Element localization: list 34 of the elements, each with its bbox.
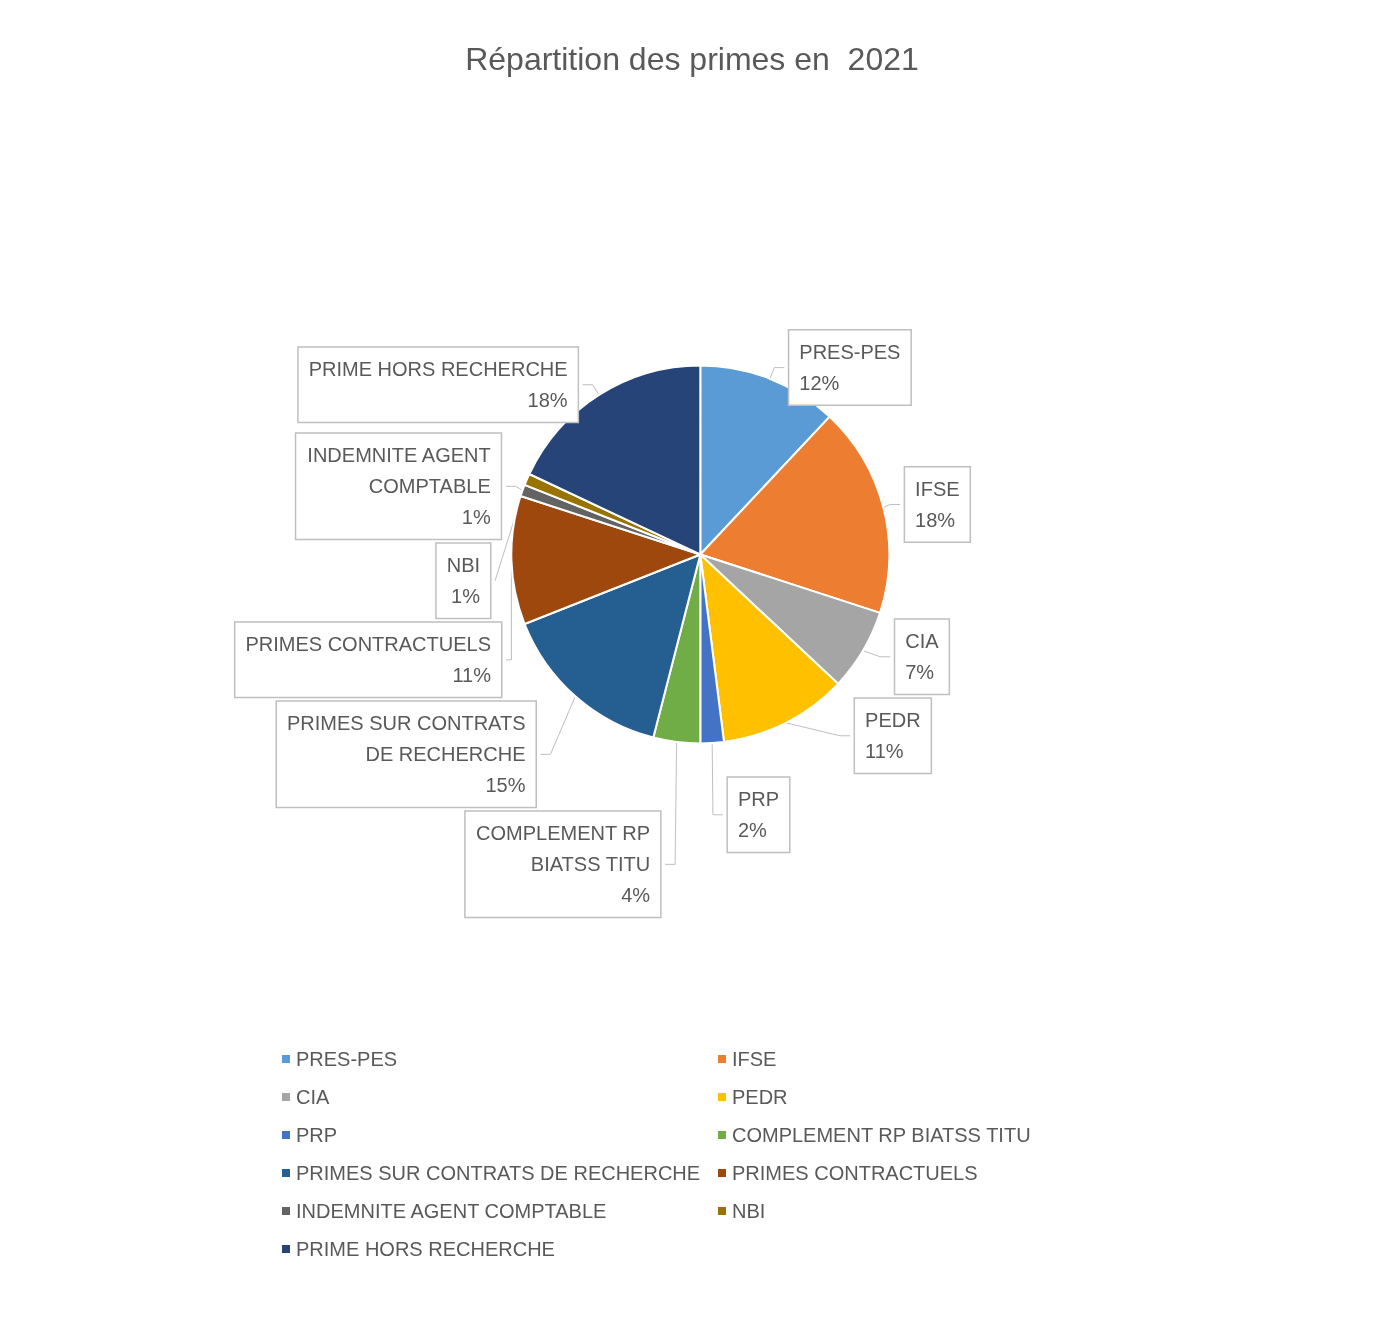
data-label: 18% bbox=[527, 389, 568, 412]
legend-label: PRIMES SUR CONTRATS DE RECHERCHE bbox=[296, 1162, 701, 1184]
legend-label: PRIME HORS RECHERCHE bbox=[296, 1238, 555, 1260]
data-label: 12% bbox=[799, 372, 840, 395]
data-label: 18% bbox=[915, 508, 956, 531]
legend-label: IFSE bbox=[732, 1048, 777, 1070]
data-label: 1% bbox=[461, 506, 491, 529]
slice-label: PRP bbox=[737, 788, 780, 811]
slice-label: COMPLEMENT RP BIATSS TITU bbox=[476, 822, 651, 876]
legend-label: INDEMNITE AGENT COMPTABLE bbox=[296, 1200, 607, 1222]
slice-label: PRIMES CONTRACTUELS bbox=[245, 633, 492, 656]
data-label: 4% bbox=[621, 884, 651, 907]
slice-label: NBI bbox=[446, 554, 481, 577]
slice-label: PRIMES SUR CONTRATS DE RECHERCHE bbox=[286, 712, 526, 766]
slice-label: CIA bbox=[905, 630, 940, 653]
data-label: 11% bbox=[865, 740, 904, 763]
slice-label: PEDR bbox=[865, 709, 921, 732]
legend-label: PRES-PES bbox=[296, 1048, 398, 1070]
data-label: 2% bbox=[737, 819, 768, 842]
legend-label: NBI bbox=[732, 1200, 766, 1222]
slice-label: PRES-PES bbox=[799, 341, 901, 364]
legend-label: COMPLEMENT RP BIATSS TITU bbox=[732, 1124, 1031, 1146]
slice-label: INDEMNITE AGENT COMPTABLE bbox=[307, 444, 491, 498]
legend-label: PRIMES CONTRACTUELS bbox=[732, 1162, 978, 1184]
data-label: 11% bbox=[452, 664, 492, 687]
legend-label: PRP bbox=[296, 1124, 338, 1146]
data-label: 15% bbox=[485, 774, 526, 797]
data-label: 7% bbox=[905, 661, 935, 684]
slice-label: IFSE bbox=[915, 477, 960, 500]
slice-label: PRIME HORS RECHERCHE bbox=[308, 358, 568, 381]
data-label: 1% bbox=[451, 585, 481, 608]
chart-title: Répartition des primes en 2021 bbox=[465, 41, 919, 77]
legend-label: CIA bbox=[296, 1086, 330, 1108]
legend-label: PEDR bbox=[732, 1086, 788, 1108]
